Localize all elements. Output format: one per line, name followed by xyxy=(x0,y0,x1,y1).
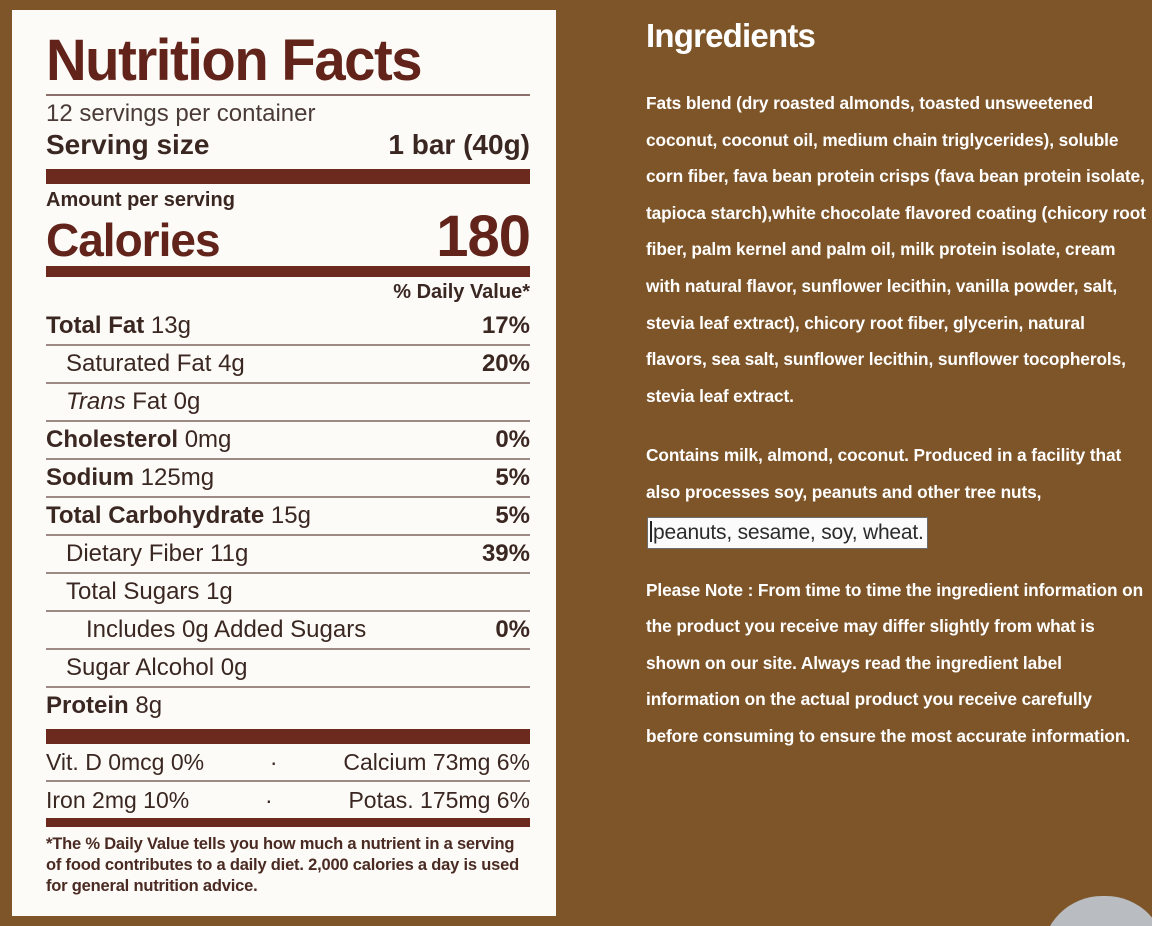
micronutrient-right: Calcium 73mg 6% xyxy=(343,749,530,775)
allergen-field-value: peanuts, sesame, soy, wheat. xyxy=(653,520,924,544)
divider-thick-under-protein xyxy=(46,729,530,744)
micronutrient-row: Iron 2mg 10% · Potas. 175mg 6% xyxy=(46,782,530,818)
nutrient-row-divider xyxy=(46,648,530,650)
ingredients-panel: Ingredients Fats blend (dry roasted almo… xyxy=(646,0,1152,926)
nutrient-name: Includes 0g Added Sugars xyxy=(86,616,367,643)
daily-value-header: % Daily Value* xyxy=(393,281,530,303)
nutrient-daily-value: 5% xyxy=(495,502,530,529)
nutrient-row: Protein 8g xyxy=(46,688,530,724)
nutrient-row: Total Fat 13g 17% xyxy=(46,308,530,344)
nutrient-name: Total Carbohydrate 15g xyxy=(46,502,311,529)
nutrient-daily-value: 39% xyxy=(481,540,530,567)
nutrition-facts-card: Nutrition Facts 12 servings per containe… xyxy=(12,10,556,916)
calories-label: Calories xyxy=(46,214,221,266)
serving-size-row: Serving size 1 bar (40g) xyxy=(46,128,530,164)
nutrient-row: Trans Fat 0g xyxy=(46,384,530,420)
nutrient-name: Total Fat 13g xyxy=(46,312,191,339)
nutrient-name-bold: Sodium xyxy=(46,464,134,491)
nutrient-row-divider xyxy=(46,458,530,460)
nutrient-name-bold: Total Carbohydrate xyxy=(46,502,265,529)
amount-per-serving-label: Amount per serving xyxy=(46,189,235,211)
text-caret xyxy=(650,520,652,542)
nutrient-row-divider xyxy=(46,534,530,536)
calories-row: Calories 180 xyxy=(46,204,531,269)
micronutrient-separator: · xyxy=(264,787,273,813)
ingredients-heading: Ingredients xyxy=(646,17,816,54)
nutrient-rows: Total Fat 13g 17% Saturated Fat 4g 20% Trans… xyxy=(46,308,530,724)
nutrient-row: Saturated Fat 4g 20% xyxy=(46,346,530,382)
nutrient-row: Total Sugars 1g xyxy=(46,574,530,610)
nutrient-row-divider xyxy=(46,686,530,688)
micronutrient-row-divider xyxy=(46,780,530,782)
serving-size-label: Serving size xyxy=(46,129,210,160)
nutrient-row: Includes 0g Added Sugars 0% xyxy=(46,612,530,648)
micronutrient-left: Iron 2mg 10% xyxy=(46,787,190,813)
nutrient-name-italic: Trans xyxy=(66,388,126,415)
nutrient-row: Total Carbohydrate 15g 5% xyxy=(46,498,530,534)
nutrient-row-divider xyxy=(46,344,530,346)
nutrient-row-divider xyxy=(46,382,530,384)
nutrient-name: Trans Fat 0g xyxy=(66,388,201,415)
nutrition-facts-inner: Nutrition Facts 12 servings per containe… xyxy=(46,28,531,897)
nutrient-name: Sugar Alcohol 0g xyxy=(66,654,248,681)
micronutrient-separator: · xyxy=(269,749,278,775)
nutrient-daily-value: 17% xyxy=(481,312,530,339)
divider-bottom-thick xyxy=(46,818,530,827)
serving-size-value: 1 bar (40g) xyxy=(388,129,530,160)
nutrient-name: Cholesterol 0mg xyxy=(46,426,232,453)
nutrient-daily-value: 5% xyxy=(495,464,530,491)
nutrition-facts-title: Nutrition Facts xyxy=(46,28,423,93)
nutrient-row: Sodium 125mg 5% xyxy=(46,460,530,496)
nutrient-row-divider xyxy=(46,572,530,574)
micronutrient-right: Potas. 175mg 6% xyxy=(348,787,530,813)
daily-value-footnote: *The % Daily Value tells you how much a … xyxy=(46,835,519,895)
divider-thick-top xyxy=(46,169,530,184)
divider-thick-under-calories xyxy=(46,266,530,277)
nutrient-daily-value: 0% xyxy=(495,616,530,643)
divider-under-title xyxy=(46,94,530,96)
nutrient-row-divider xyxy=(46,420,530,422)
nutrient-name: Dietary Fiber 11g xyxy=(66,540,249,567)
nutrient-daily-value: 20% xyxy=(481,350,530,377)
allergen-text-field[interactable]: peanuts, sesame, soy, wheat. xyxy=(647,516,928,549)
nutrient-row: Cholesterol 0mg 0% xyxy=(46,422,530,458)
micronutrient-rows: Vit. D 0mcg 0% · Calcium 73mg 6% Iron 2mg 1… xyxy=(46,744,530,818)
nutrient-name: Saturated Fat 4g xyxy=(66,350,245,377)
nutrient-name-bold: Protein xyxy=(46,692,129,719)
nutrient-name: Protein 8g xyxy=(46,692,163,719)
nutrient-name-bold: Cholesterol xyxy=(46,426,179,453)
nutrient-row: Dietary Fiber 11g 39% xyxy=(46,536,530,572)
ingredients-list-text: Fats blend (dry roasted almonds, toasted… xyxy=(646,93,1146,406)
micronutrient-row: Vit. D 0mcg 0% · Calcium 73mg 6% xyxy=(46,744,530,780)
nutrient-row-divider xyxy=(46,496,530,498)
allergen-contains-text: Contains milk, almond, coconut. Produced… xyxy=(646,445,1122,502)
allergen-contains-paragraph: Contains milk, almond, coconut. Produced… xyxy=(646,437,1148,549)
nutrient-row: Sugar Alcohol 0g xyxy=(46,650,530,686)
calories-value: 180 xyxy=(436,204,531,269)
servings-per-container: 12 servings per container xyxy=(46,100,316,127)
nutrient-daily-value: 0% xyxy=(495,426,530,453)
nutrient-row-divider xyxy=(46,610,530,612)
nutrient-name-bold: Total Fat xyxy=(46,312,145,339)
micronutrient-left: Vit. D 0mcg 0% xyxy=(46,749,205,775)
nutrient-name: Sodium 125mg xyxy=(46,464,215,491)
nutrient-name: Total Sugars 1g xyxy=(66,578,233,605)
please-note-paragraph: Please Note : From time to time the ingr… xyxy=(646,579,1144,746)
